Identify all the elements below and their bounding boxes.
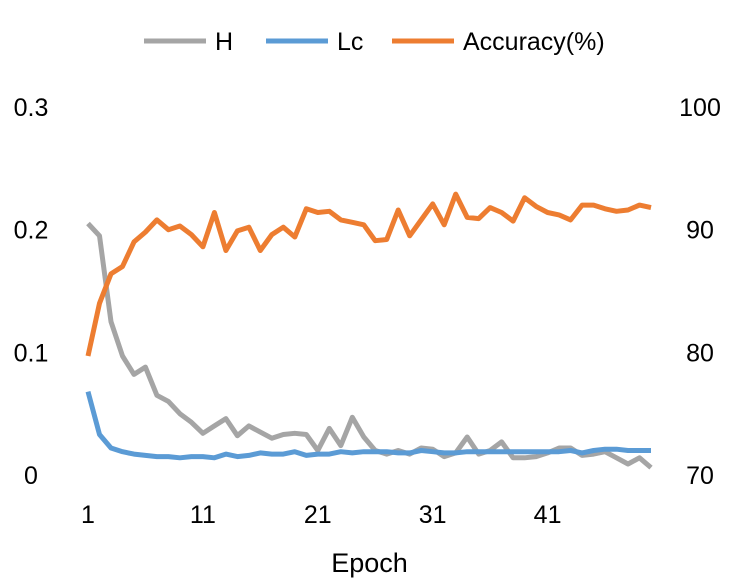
right-axis-tick-label: 80: [686, 339, 714, 367]
right-axis-tick-label: 70: [686, 462, 714, 490]
series-line-accuracy: [85, 191, 652, 357]
left-axis-tick-label: 0.3: [14, 94, 49, 122]
legend: H Lc Accuracy(%): [144, 28, 605, 56]
x-axis-tick-label: 41: [534, 501, 562, 529]
series-line-h: [86, 221, 653, 470]
legend-label: Accuracy(%): [463, 28, 605, 56]
left-axis-tick-label: 0: [24, 462, 38, 490]
right-axis-tick-label: 100: [679, 94, 721, 122]
x-axis-tick-labels: 1 11 21 31 41: [81, 501, 561, 529]
x-axis-tick-label: 31: [419, 501, 447, 529]
series-lines: [85, 191, 653, 470]
left-axis-tick-labels: 0 0.1 0.2 0.3: [14, 94, 49, 490]
left-axis-tick-label: 0.1: [14, 339, 49, 367]
right-axis-tick-label: 90: [686, 217, 714, 245]
x-axis-tick-label: 11: [190, 501, 216, 529]
x-axis-tick-label: 21: [304, 501, 332, 529]
legend-label: H: [215, 28, 233, 56]
x-axis-title: Epoch: [331, 548, 408, 578]
right-axis-tick-labels: 70 80 90 100: [679, 94, 721, 490]
x-axis-tick-label: 1: [81, 501, 95, 529]
left-axis-tick-label: 0.2: [14, 217, 49, 245]
series-line-lc: [85, 390, 651, 461]
legend-label: Lc: [337, 28, 363, 56]
